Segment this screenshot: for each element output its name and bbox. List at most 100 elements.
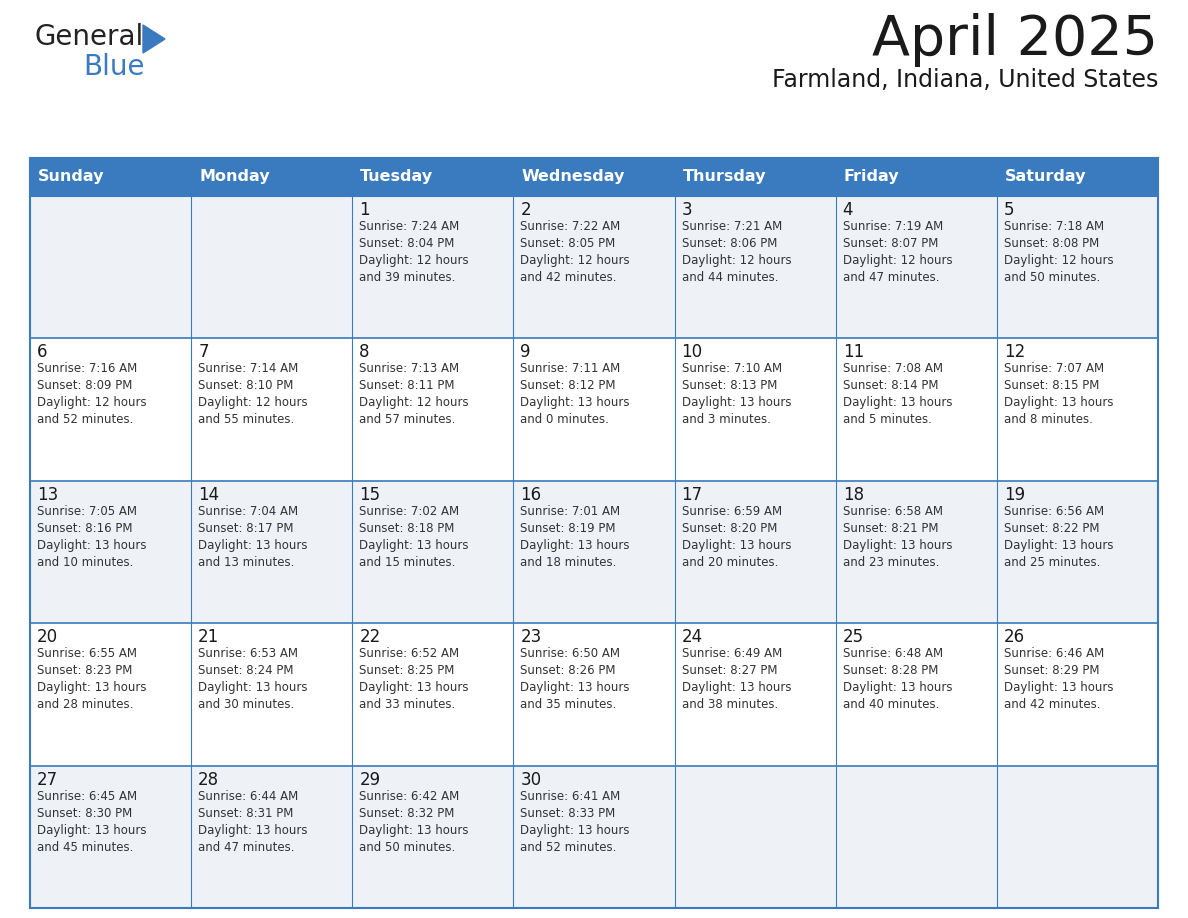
Text: Sunrise: 7:08 AM: Sunrise: 7:08 AM (842, 363, 943, 375)
Bar (30, 158, 191, 196)
Text: 27: 27 (37, 770, 58, 789)
Text: 12: 12 (1004, 343, 1025, 362)
Text: Sunset: 8:31 PM: Sunset: 8:31 PM (198, 807, 293, 820)
Text: Sunrise: 7:22 AM: Sunrise: 7:22 AM (520, 220, 620, 233)
Text: 30: 30 (520, 770, 542, 789)
Text: Daylight: 12 hours: Daylight: 12 hours (359, 254, 469, 267)
Text: and 13 minutes.: and 13 minutes. (198, 555, 295, 569)
Text: Sunrise: 6:48 AM: Sunrise: 6:48 AM (842, 647, 943, 660)
Text: 23: 23 (520, 628, 542, 646)
Text: Sunrise: 7:16 AM: Sunrise: 7:16 AM (37, 363, 138, 375)
Text: Sunset: 8:21 PM: Sunset: 8:21 PM (842, 521, 939, 535)
Text: Sunrise: 7:04 AM: Sunrise: 7:04 AM (198, 505, 298, 518)
Text: Sunset: 8:14 PM: Sunset: 8:14 PM (842, 379, 939, 392)
Polygon shape (143, 25, 165, 53)
Text: Sunrise: 7:24 AM: Sunrise: 7:24 AM (359, 220, 460, 233)
Text: Sunset: 8:08 PM: Sunset: 8:08 PM (1004, 237, 1099, 250)
Text: Sunset: 8:04 PM: Sunset: 8:04 PM (359, 237, 455, 250)
Text: and 39 minutes.: and 39 minutes. (359, 271, 456, 284)
Text: Sunrise: 6:49 AM: Sunrise: 6:49 AM (682, 647, 782, 660)
Text: Daylight: 13 hours: Daylight: 13 hours (37, 539, 146, 552)
Text: Sunset: 8:05 PM: Sunset: 8:05 PM (520, 237, 615, 250)
Text: 19: 19 (1004, 486, 1025, 504)
Text: and 3 minutes.: and 3 minutes. (682, 413, 771, 426)
Text: Daylight: 12 hours: Daylight: 12 hours (682, 254, 791, 267)
Text: General: General (34, 23, 144, 51)
Text: 25: 25 (842, 628, 864, 646)
Text: and 38 minutes.: and 38 minutes. (682, 699, 778, 711)
Text: Daylight: 13 hours: Daylight: 13 hours (520, 681, 630, 694)
Text: Sunrise: 6:55 AM: Sunrise: 6:55 AM (37, 647, 137, 660)
Text: and 18 minutes.: and 18 minutes. (520, 555, 617, 569)
Text: Thursday: Thursday (683, 170, 766, 185)
Bar (353, 158, 513, 196)
Text: 6: 6 (37, 343, 48, 362)
Text: Sunset: 8:17 PM: Sunset: 8:17 PM (198, 521, 293, 535)
Text: Daylight: 13 hours: Daylight: 13 hours (520, 397, 630, 409)
Text: and 35 minutes.: and 35 minutes. (520, 699, 617, 711)
Text: Daylight: 13 hours: Daylight: 13 hours (1004, 681, 1113, 694)
Text: Friday: Friday (843, 170, 899, 185)
Text: 1: 1 (359, 201, 369, 219)
Text: 8: 8 (359, 343, 369, 362)
Text: and 33 minutes.: and 33 minutes. (359, 699, 455, 711)
Text: Sunrise: 7:02 AM: Sunrise: 7:02 AM (359, 505, 460, 518)
Text: Sunrise: 7:18 AM: Sunrise: 7:18 AM (1004, 220, 1104, 233)
Text: Sunset: 8:23 PM: Sunset: 8:23 PM (37, 665, 132, 677)
Text: Daylight: 13 hours: Daylight: 13 hours (842, 681, 953, 694)
Text: and 47 minutes.: and 47 minutes. (842, 271, 940, 284)
Text: Sunset: 8:29 PM: Sunset: 8:29 PM (1004, 665, 1099, 677)
Text: 26: 26 (1004, 628, 1025, 646)
Text: and 20 minutes.: and 20 minutes. (682, 555, 778, 569)
Text: Sunset: 8:19 PM: Sunset: 8:19 PM (520, 521, 615, 535)
Text: Sunset: 8:20 PM: Sunset: 8:20 PM (682, 521, 777, 535)
Text: 4: 4 (842, 201, 853, 219)
Text: Daylight: 13 hours: Daylight: 13 hours (359, 681, 469, 694)
Text: Sunset: 8:18 PM: Sunset: 8:18 PM (359, 521, 455, 535)
Text: Sunrise: 6:46 AM: Sunrise: 6:46 AM (1004, 647, 1104, 660)
Bar (997, 158, 1158, 196)
Text: Sunrise: 7:07 AM: Sunrise: 7:07 AM (1004, 363, 1104, 375)
Text: Daylight: 13 hours: Daylight: 13 hours (520, 539, 630, 552)
Text: Wednesday: Wednesday (522, 170, 625, 185)
Text: Saturday: Saturday (1005, 170, 1086, 185)
Text: Sunrise: 7:21 AM: Sunrise: 7:21 AM (682, 220, 782, 233)
Text: Sunrise: 6:53 AM: Sunrise: 6:53 AM (198, 647, 298, 660)
Text: and 42 minutes.: and 42 minutes. (520, 271, 617, 284)
Text: Sunrise: 6:52 AM: Sunrise: 6:52 AM (359, 647, 460, 660)
Text: and 45 minutes.: and 45 minutes. (37, 841, 133, 854)
Text: Daylight: 13 hours: Daylight: 13 hours (359, 823, 469, 836)
Text: Daylight: 13 hours: Daylight: 13 hours (842, 397, 953, 409)
Text: April 2025: April 2025 (872, 13, 1158, 67)
Text: Daylight: 12 hours: Daylight: 12 hours (520, 254, 630, 267)
Text: 17: 17 (682, 486, 702, 504)
Text: Daylight: 13 hours: Daylight: 13 hours (1004, 539, 1113, 552)
Text: 21: 21 (198, 628, 220, 646)
Text: 7: 7 (198, 343, 209, 362)
Text: Sunset: 8:27 PM: Sunset: 8:27 PM (682, 665, 777, 677)
Text: and 57 minutes.: and 57 minutes. (359, 413, 456, 426)
Text: Sunset: 8:15 PM: Sunset: 8:15 PM (1004, 379, 1099, 392)
Text: and 15 minutes.: and 15 minutes. (359, 555, 456, 569)
Text: Sunrise: 7:01 AM: Sunrise: 7:01 AM (520, 505, 620, 518)
Text: Daylight: 12 hours: Daylight: 12 hours (1004, 254, 1113, 267)
Text: Sunset: 8:11 PM: Sunset: 8:11 PM (359, 379, 455, 392)
Text: and 28 minutes.: and 28 minutes. (37, 699, 133, 711)
Text: Blue: Blue (83, 53, 145, 81)
Text: and 44 minutes.: and 44 minutes. (682, 271, 778, 284)
Text: Daylight: 13 hours: Daylight: 13 hours (842, 539, 953, 552)
Text: Sunrise: 7:13 AM: Sunrise: 7:13 AM (359, 363, 460, 375)
Text: Sunrise: 6:50 AM: Sunrise: 6:50 AM (520, 647, 620, 660)
Text: Sunset: 8:32 PM: Sunset: 8:32 PM (359, 807, 455, 820)
Text: Sunrise: 6:42 AM: Sunrise: 6:42 AM (359, 789, 460, 802)
Bar (30, 623, 1158, 766)
Text: Sunset: 8:26 PM: Sunset: 8:26 PM (520, 665, 615, 677)
Text: Sunset: 8:22 PM: Sunset: 8:22 PM (1004, 521, 1099, 535)
Text: Sunset: 8:13 PM: Sunset: 8:13 PM (682, 379, 777, 392)
Text: Daylight: 13 hours: Daylight: 13 hours (682, 397, 791, 409)
Text: 22: 22 (359, 628, 380, 646)
Text: 18: 18 (842, 486, 864, 504)
Text: 14: 14 (198, 486, 220, 504)
Text: Sunset: 8:07 PM: Sunset: 8:07 PM (842, 237, 939, 250)
Text: 10: 10 (682, 343, 702, 362)
